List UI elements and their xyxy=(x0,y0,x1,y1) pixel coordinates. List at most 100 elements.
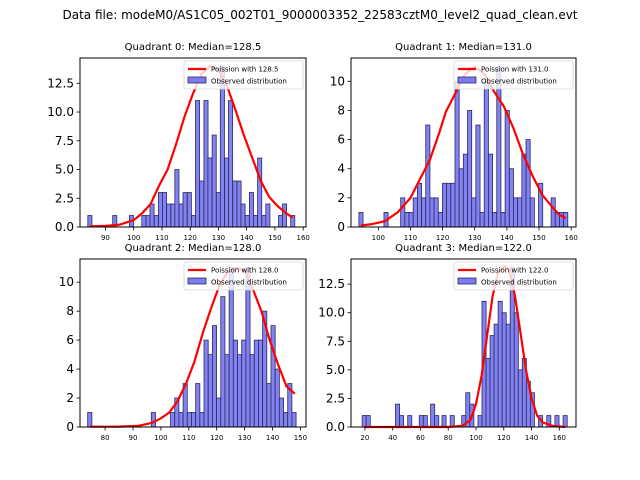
histogram-bar xyxy=(485,358,491,428)
y-tick-label: 10.0 xyxy=(47,105,74,119)
histogram-bar xyxy=(162,192,167,228)
x-tick-label: 80 xyxy=(444,434,453,442)
histogram-bar xyxy=(505,323,511,428)
histogram-bar xyxy=(224,354,230,428)
histogram-bar xyxy=(500,212,506,228)
legend-label-observed: Observed distribution xyxy=(481,78,557,86)
histogram-bar xyxy=(563,212,569,228)
histogram-bar xyxy=(199,180,205,228)
histogram-bar xyxy=(278,215,284,228)
histogram-bar xyxy=(454,80,460,228)
histogram-bar xyxy=(270,325,276,428)
histogram-bar xyxy=(517,197,523,228)
histogram-bar xyxy=(550,197,556,228)
x-tick-label: 160 xyxy=(564,234,577,242)
axes-frame xyxy=(79,57,307,228)
histogram-bar xyxy=(232,180,238,228)
x-tick-label: 140 xyxy=(266,434,279,442)
legend-label-poisson: Poission with 122.0 xyxy=(481,267,549,275)
legend-bar-swatch xyxy=(457,76,477,84)
x-tick-label: 120 xyxy=(436,234,449,242)
histogram-bar xyxy=(278,397,284,428)
histogram-bar xyxy=(178,412,184,428)
histogram-bar xyxy=(207,157,213,228)
histogram-bar xyxy=(240,203,246,228)
histogram-bar xyxy=(291,412,297,428)
histogram-bar xyxy=(422,415,428,428)
histogram-bar xyxy=(477,415,483,428)
x-tick-label: 110 xyxy=(404,234,417,242)
histogram-bar xyxy=(153,215,159,228)
histogram-bar xyxy=(170,203,176,228)
figure-suptitle: Data file: modeM0/AS1C05_002T01_90000033… xyxy=(62,8,578,22)
histogram-bar xyxy=(195,383,201,428)
x-tick-label: 110 xyxy=(182,434,195,442)
histogram-bar xyxy=(529,197,535,228)
histogram-bar xyxy=(261,215,267,228)
histogram-bar xyxy=(186,192,192,228)
histogram-bar xyxy=(228,100,234,228)
histogram-bar xyxy=(429,197,435,228)
histogram-bar xyxy=(207,354,213,428)
legend-bar-swatch xyxy=(457,277,477,285)
histogram-bar xyxy=(224,157,230,228)
x-tick-label: 120 xyxy=(497,434,510,442)
y-tick-label: 8 xyxy=(66,304,74,318)
histogram-bar xyxy=(283,412,289,428)
histogram-bar xyxy=(508,168,514,228)
axes-frame xyxy=(79,258,307,428)
legend-box xyxy=(453,60,574,90)
quadrant-2-panel: Quadrant 2: Median=128.0 0 2 4 6 8 10 80 90 100 11… xyxy=(59,243,307,442)
y-tick-label: 2.5 xyxy=(326,391,345,405)
histogram-bar xyxy=(211,325,217,428)
histogram-bar xyxy=(244,215,250,228)
histogram-bar xyxy=(489,335,495,428)
histogram-bar xyxy=(408,212,414,228)
histogram-bar xyxy=(418,415,424,428)
y-tick-label: 0.0 xyxy=(326,420,345,434)
y-tick-label: 10.0 xyxy=(318,306,345,320)
axes-frame xyxy=(350,57,577,228)
legend-box xyxy=(183,60,304,90)
histogram-bar xyxy=(562,415,568,428)
x-tick-label: 160 xyxy=(296,234,309,242)
histogram-bar xyxy=(203,100,209,228)
x-tick-label: 150 xyxy=(532,234,545,242)
x-tick-label: 160 xyxy=(553,434,566,442)
x-tick-label: 150 xyxy=(268,234,281,242)
axes-frame xyxy=(350,258,577,428)
histogram-bar xyxy=(521,153,527,228)
x-tick-label: 130 xyxy=(212,234,225,242)
histogram-bar xyxy=(186,412,192,428)
y-tick-label: 0 xyxy=(66,420,74,434)
histogram-bar xyxy=(158,192,163,228)
histogram-bar xyxy=(195,100,200,228)
histogram-bar xyxy=(216,397,222,428)
histogram-bar xyxy=(449,415,455,428)
y-tick-label: 0 xyxy=(337,220,345,234)
histogram-bar xyxy=(416,182,422,228)
x-tick-label: 140 xyxy=(525,434,538,442)
histogram-bar xyxy=(458,168,464,228)
histogram-bar xyxy=(253,339,259,428)
histogram-bar xyxy=(87,412,93,428)
histogram-bar xyxy=(150,412,156,428)
histogram-bar xyxy=(149,203,155,228)
y-tick-label: 12.5 xyxy=(318,277,345,291)
histogram-bar xyxy=(249,192,254,228)
histogram-bar xyxy=(513,312,519,428)
legend-label-poisson: Poission with 131.0 xyxy=(481,66,549,74)
legend-label-poisson: Poission with 128.5 xyxy=(211,66,279,74)
histogram-bar xyxy=(517,369,523,428)
histogram-bar xyxy=(492,212,498,228)
histogram-bar xyxy=(525,139,531,228)
histogram-bar xyxy=(361,415,367,428)
histogram-bar xyxy=(274,368,280,428)
histogram-bar xyxy=(220,296,226,428)
y-tick-label: 6 xyxy=(337,133,345,147)
x-tick-label: 130 xyxy=(468,234,481,242)
histogram-bar xyxy=(433,197,439,228)
y-tick-label: 5.0 xyxy=(326,363,345,377)
histogram-bar xyxy=(178,203,184,228)
